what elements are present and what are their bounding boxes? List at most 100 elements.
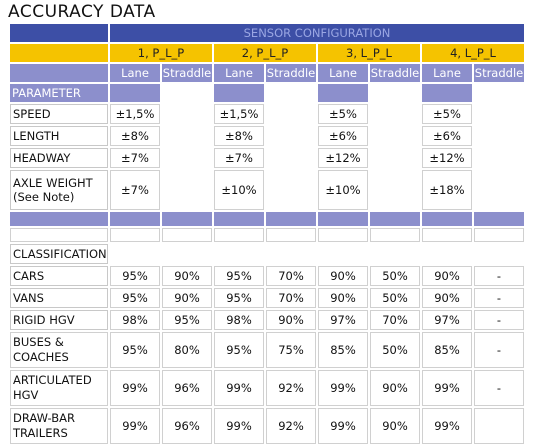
col-straddle-1: Straddle [162,64,212,82]
accuracy-table: SENSOR CONFIGURATION 1, P_L_P 2, P_L_P 3… [8,22,526,446]
cell: 97% [422,310,472,330]
table-row: BUSES & COACHES 95% 80% 95% 75% 85% 50% … [10,332,525,368]
cell: 90% [370,370,420,406]
config-4-header: 4, L_P_L [422,44,525,62]
config-1-header: 1, P_L_P [110,44,212,62]
cell: 95% [214,266,264,286]
cell [474,408,525,444]
cell: 50% [370,288,420,308]
row-label-cars: CARS [10,266,108,286]
cell: 90% [422,266,472,286]
separator-row [10,212,525,226]
articulated-label-line1: ARTICULATED [13,373,92,387]
cell: 97% [318,310,368,330]
row-label-rigid-hgv: RIGID HGV [10,310,108,330]
cell: 96% [162,408,212,444]
cell: 70% [266,288,316,308]
cell: 90% [162,288,212,308]
cell: 90% [370,408,420,444]
cell: 98% [214,310,264,330]
cell: - [474,370,525,406]
cell: ±18% [422,170,472,210]
cell: 99% [318,370,368,406]
parameter-heading-row: PARAMETER [10,84,524,102]
row-label-articulated-hgv: ARTICULATED HGV [10,370,108,406]
cell: 99% [422,408,472,444]
cell: 75% [266,332,316,368]
cell: 99% [318,408,368,444]
config-corner [10,44,108,62]
cell: 85% [318,332,368,368]
cell: 90% [422,288,472,308]
table-row: RIGID HGV 98% 95% 98% 90% 97% 70% 97% - [10,310,525,330]
row-label-vans: VANS [10,288,108,308]
page-title: ACCURACY DATA [8,2,156,22]
cell: - [474,288,525,308]
cell: ±8% [214,126,264,146]
row-label-length: LENGTH [10,126,108,146]
table-row: SPEED ±1,5% ±1,5% ±5% ±5% [10,104,525,124]
row-label-axle-weight: AXLE WEIGHT (See Note) [10,170,108,210]
cell: 98% [110,310,160,330]
cell: 90% [162,266,212,286]
cell: 99% [214,370,264,406]
cell: 95% [214,332,264,368]
cell: ±7% [110,170,160,210]
col-lane-4: Lane [422,64,472,82]
sensor-configuration-header: SENSOR CONFIGURATION [110,24,525,42]
cell: ±7% [110,148,160,168]
cell: ±5% [318,104,368,124]
cell: ±10% [318,170,368,210]
cell: 99% [422,370,472,406]
table-row: LENGTH ±8% ±8% ±6% ±6% [10,126,525,146]
header-row-lanes: Lane Straddle Lane Straddle Lane Straddl… [10,64,525,82]
classification-heading: CLASSIFICATION [10,244,108,264]
row-label-speed: SPEED [10,104,108,124]
col-lane-2: Lane [214,64,264,82]
header-row-configs: 1, P_L_P 2, P_L_P 3, L_P_L 4, L_P_L [10,44,525,62]
row-label-headway: HEADWAY [10,148,108,168]
cell: 70% [266,266,316,286]
col-straddle-2: Straddle [266,64,316,82]
articulated-label-line2: HGV [13,388,39,402]
lane-corner [10,64,108,82]
parameter-heading: PARAMETER [10,84,108,102]
col-straddle-4: Straddle [474,64,525,82]
drawbar-label-line1: DRAW-BAR [13,411,76,425]
col-straddle-3: Straddle [370,64,420,82]
cell: 85% [422,332,472,368]
cell: ±1,5% [214,104,264,124]
cell: ±6% [422,126,472,146]
cell: - [474,266,525,286]
cell: 90% [318,266,368,286]
cell: 92% [266,408,316,444]
drawbar-label-line2: TRAILERS [13,426,68,440]
cell: ±12% [318,148,368,168]
cell: 99% [110,370,160,406]
classification-heading-row: CLASSIFICATION [10,244,525,264]
header-corner [10,24,108,42]
cell: 80% [162,332,212,368]
config-2-header: 2, P_L_P [214,44,316,62]
cell: ±6% [318,126,368,146]
cell: 95% [110,288,160,308]
col-lane-1: Lane [110,64,160,82]
cell: ±5% [422,104,472,124]
table-row: VANS 95% 90% 95% 70% 90% 50% 90% - [10,288,525,308]
cell: 90% [266,310,316,330]
col-lane-3: Lane [318,64,368,82]
axle-label-line1: AXLE WEIGHT [13,176,93,190]
cell: ±8% [110,126,160,146]
table-row: DRAW-BAR TRAILERS 99% 96% 99% 92% 99% 90… [10,408,525,444]
cell: ±1,5% [110,104,160,124]
table-row: ARTICULATED HGV 99% 96% 99% 92% 99% 90% … [10,370,525,406]
axle-label-line2: (See Note) [13,190,75,204]
row-label-buses-coaches: BUSES & COACHES [10,332,108,368]
cell: 95% [214,288,264,308]
cell: ±12% [422,148,472,168]
table-row: AXLE WEIGHT (See Note) ±7% ±10% ±10% ±18… [10,170,525,210]
table-row: HEADWAY ±7% ±7% ±12% ±12% [10,148,525,168]
cell: 95% [110,332,160,368]
table-row: CARS 95% 90% 95% 70% 90% 50% 90% - [10,266,525,286]
row-label-draw-bar-trailers: DRAW-BAR TRAILERS [10,408,108,444]
